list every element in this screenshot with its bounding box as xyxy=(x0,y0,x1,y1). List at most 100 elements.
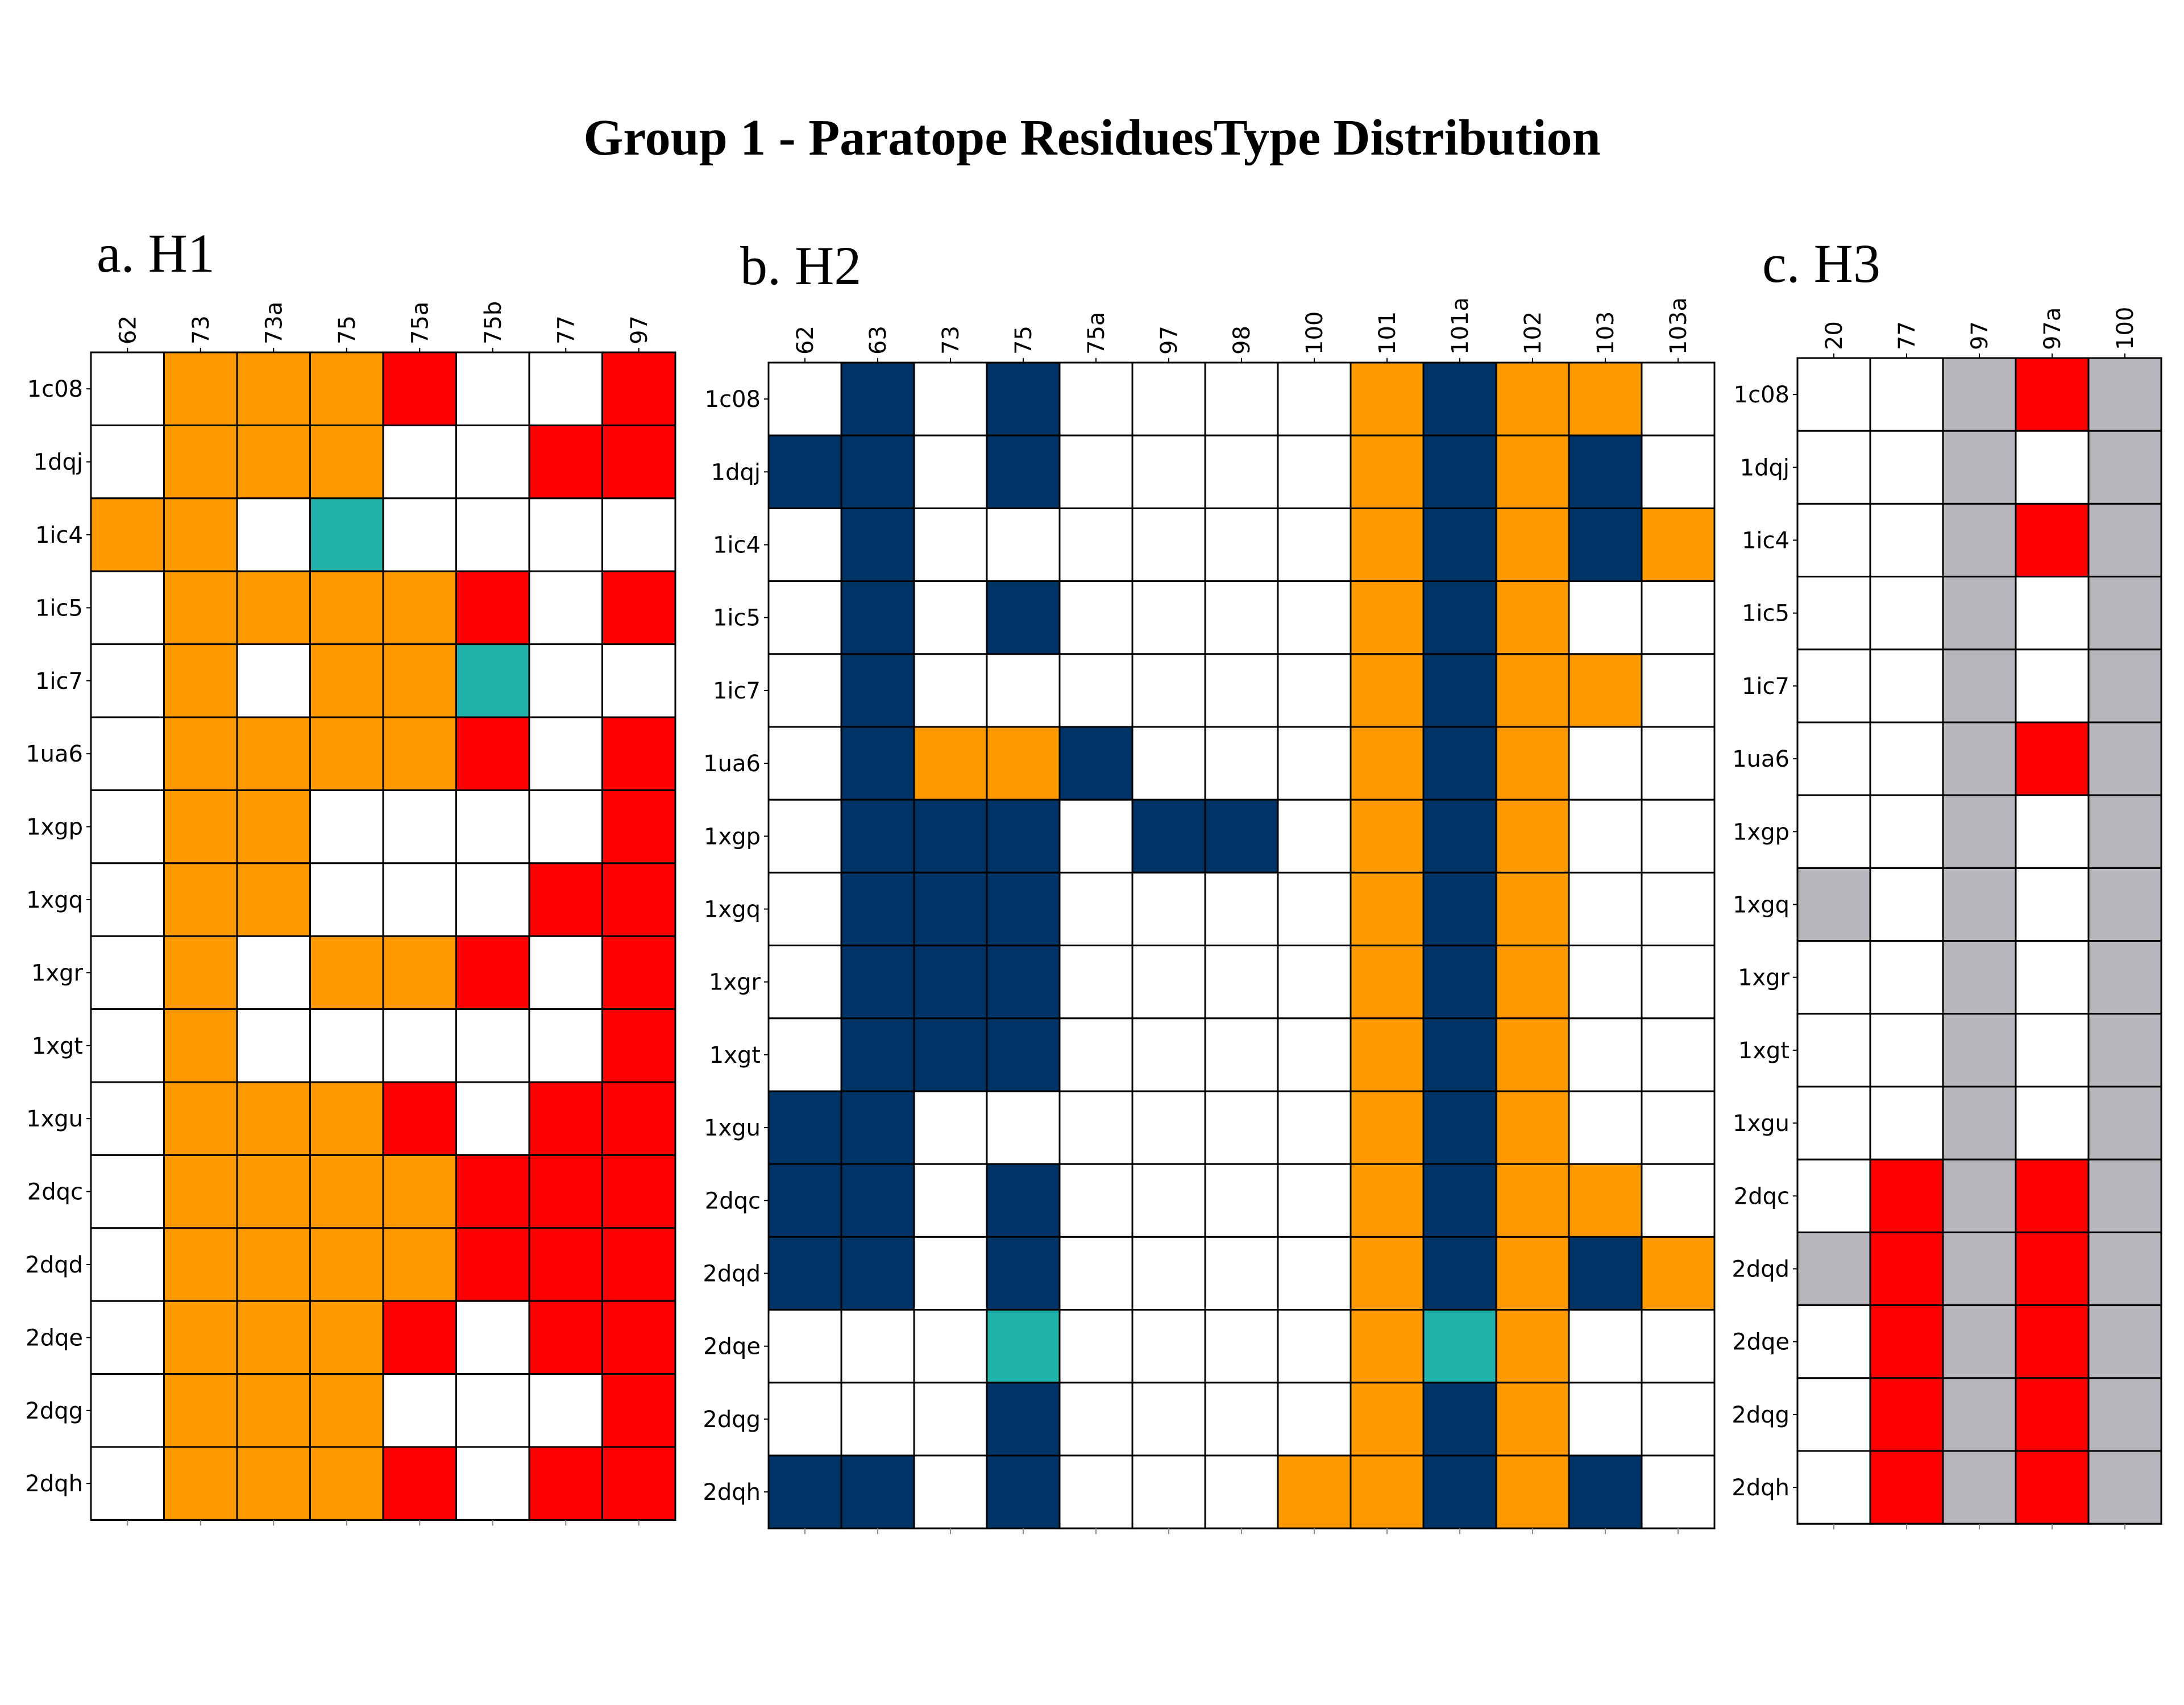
heatmap-cell xyxy=(767,1309,842,1384)
heatmap-cell xyxy=(1495,507,1570,583)
heatmap-cell xyxy=(1568,726,1643,801)
heatmap-cell xyxy=(309,424,384,500)
heatmap-cell xyxy=(309,570,384,646)
heatmap-cell xyxy=(1058,434,1133,509)
heatmap-cell xyxy=(1131,1309,1206,1384)
heatmap-cell xyxy=(1495,1382,1570,1457)
row-label: 2dqg xyxy=(703,1407,761,1433)
heatmap-cell xyxy=(767,580,842,655)
heatmap-cell xyxy=(236,935,311,1010)
heatmap-cell xyxy=(1058,726,1133,801)
heatmap-cell xyxy=(767,434,842,509)
heatmap-cell xyxy=(2015,576,2090,651)
heatmap-cell xyxy=(1204,1163,1279,1238)
heatmap-cell xyxy=(382,935,457,1010)
heatmap-cell xyxy=(1277,580,1352,655)
heatmap-cell xyxy=(986,653,1061,728)
heatmap-cell xyxy=(986,434,1061,509)
column-label: 97 xyxy=(1967,321,1993,350)
heatmap-cell xyxy=(1796,648,1871,723)
heatmap-cell xyxy=(528,643,603,718)
heatmap-cell xyxy=(1942,1231,2017,1307)
heatmap-cell xyxy=(1350,507,1425,583)
heatmap-cell xyxy=(163,497,238,572)
heatmap-cell xyxy=(1422,580,1497,655)
heatmap-cell xyxy=(986,945,1061,1020)
heatmap-cell xyxy=(2087,357,2162,432)
heatmap-cell xyxy=(1641,726,1716,801)
heatmap-cell xyxy=(2087,430,2162,505)
heatmap-cell xyxy=(1350,1454,1425,1529)
row-label: 1ic4 xyxy=(35,522,83,548)
heatmap-cell xyxy=(455,424,530,500)
heatmap-cell xyxy=(2015,357,2090,432)
heatmap-cell xyxy=(2087,1304,2162,1379)
row-label: 2dqe xyxy=(26,1325,83,1351)
heatmap-cell xyxy=(1869,648,1944,723)
heatmap-cell xyxy=(1495,434,1570,509)
heatmap-cell xyxy=(236,570,311,646)
heatmap-cell xyxy=(1350,799,1425,874)
heatmap-cell xyxy=(1942,867,2017,942)
heatmap-cell xyxy=(1204,871,1279,947)
heatmap-cell xyxy=(1568,871,1643,947)
heatmap-cell xyxy=(1204,580,1279,655)
row-label: 1xgt xyxy=(1738,1038,1789,1064)
heatmap-cell xyxy=(1869,721,1944,796)
heatmap-cell xyxy=(2015,794,2090,869)
heatmap-cell xyxy=(455,497,530,572)
heatmap-cell xyxy=(1350,871,1425,947)
heatmap-cell xyxy=(840,1163,915,1238)
heatmap-cell xyxy=(1641,1090,1716,1165)
heatmap-cell xyxy=(2015,1158,2090,1233)
column-label: 75a xyxy=(1083,312,1110,355)
column-label: 77 xyxy=(1894,321,1920,350)
heatmap-cell xyxy=(1277,1163,1352,1238)
heatmap-cell xyxy=(163,643,238,718)
heatmap-cell xyxy=(382,497,457,572)
column-label: 103a xyxy=(1666,297,1692,355)
heatmap-cell xyxy=(90,1373,165,1448)
heatmap-cell xyxy=(1131,1454,1206,1529)
heatmap-cell xyxy=(1350,580,1425,655)
heatmap-cell xyxy=(1641,361,1716,436)
column-label: 75a xyxy=(407,302,433,344)
column-label: 73 xyxy=(938,326,964,355)
heatmap-cell xyxy=(1131,1163,1206,1238)
heatmap-cell xyxy=(1641,871,1716,947)
heatmap-cell xyxy=(840,1382,915,1457)
heatmap-cell xyxy=(163,351,238,426)
heatmap-cell xyxy=(1131,653,1206,728)
heatmap-cell xyxy=(1131,1090,1206,1165)
heatmap-cell xyxy=(1350,361,1425,436)
row-label: 2dqg xyxy=(1732,1402,1789,1428)
panel-title: b. H2 xyxy=(740,235,861,296)
heatmap-cell xyxy=(382,643,457,718)
heatmap-cell xyxy=(1204,434,1279,509)
heatmap-cell xyxy=(601,1373,676,1448)
heatmap-cell xyxy=(913,1382,988,1457)
heatmap-cell xyxy=(1641,1382,1716,1457)
row-label: 1xgr xyxy=(31,960,84,986)
heatmap-cell xyxy=(1350,726,1425,801)
heatmap-cell xyxy=(1796,940,1871,1015)
heatmap-cell xyxy=(309,1446,384,1521)
heatmap-cell xyxy=(236,1008,311,1083)
heatmap-cell xyxy=(1204,1017,1279,1092)
column-label: 103 xyxy=(1593,311,1619,355)
heatmap-cell xyxy=(309,1081,384,1156)
heatmap-cell xyxy=(2015,1231,2090,1307)
heatmap-cell xyxy=(1422,1382,1497,1457)
heatmap-cell xyxy=(528,862,603,937)
heatmap-cell xyxy=(913,726,988,801)
row-label: 1c08 xyxy=(705,386,761,413)
heatmap-cell xyxy=(1058,507,1133,583)
heatmap-cell xyxy=(601,497,676,572)
heatmap-cell xyxy=(528,570,603,646)
heatmap-cell xyxy=(90,1300,165,1375)
row-label: 1xgr xyxy=(709,970,761,996)
heatmap-cell xyxy=(1131,1236,1206,1311)
heatmap-cell xyxy=(986,871,1061,947)
heatmap-cell xyxy=(601,1300,676,1375)
heatmap-cell xyxy=(90,789,165,864)
